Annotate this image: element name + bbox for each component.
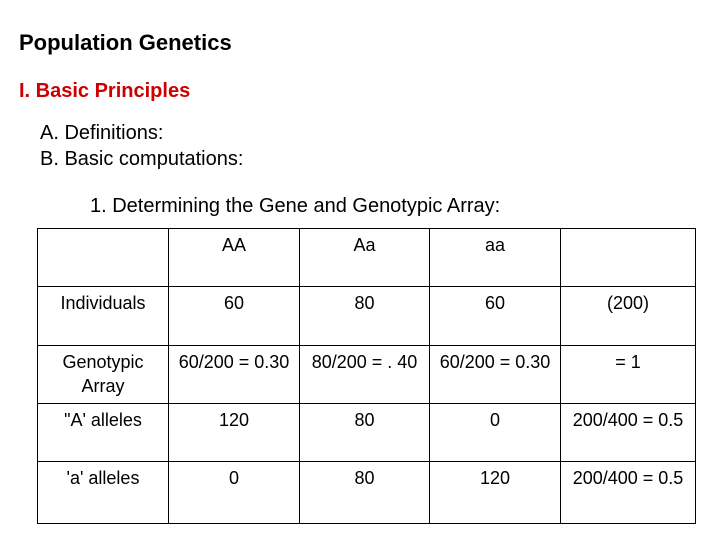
subheading-gene-array: 1. Determining the Gene and Genotypic Ar… [90, 195, 501, 217]
table-cell: = 1 [560, 345, 696, 404]
header-cell-aa: aa [429, 228, 561, 287]
table-cell: 0 [168, 461, 300, 524]
table-cell: 60/200 = 0.30 [429, 345, 561, 404]
table-cell: 120 [429, 461, 561, 524]
gene-array-table: AA Aa aa Individuals 60 80 60 (200) Geno… [37, 228, 696, 524]
table-cell: 60 [429, 286, 561, 346]
table-cell: 60/200 = 0.30 [168, 345, 300, 404]
subsection-computations: B. Basic computations: [40, 148, 244, 170]
table-row-A-alleles: "A' alleles 120 80 0 200/400 = 0.5 [37, 403, 696, 462]
page-title: Population Genetics [19, 30, 232, 55]
header-cell-AA: AA [168, 228, 300, 287]
header-cell-total [560, 228, 696, 287]
table-cell: (200) [560, 286, 696, 346]
header-cell-Aa: Aa [299, 228, 430, 287]
table-cell: 0 [429, 403, 561, 462]
table-row-a-alleles: 'a' alleles 0 80 120 200/400 = 0.5 [37, 461, 696, 524]
row-label: Individuals [37, 286, 169, 346]
row-label: "A' alleles [37, 403, 169, 462]
table-row-genotypic-array: Genotypic Array 60/200 = 0.30 80/200 = .… [37, 345, 696, 404]
table-cell: 200/400 = 0.5 [560, 403, 696, 462]
section-heading: I. Basic Principles [19, 80, 191, 102]
row-label: Genotypic Array [37, 345, 169, 404]
table-cell: 120 [168, 403, 300, 462]
row-label: 'a' alleles [37, 461, 169, 524]
table-header-row: AA Aa aa [37, 228, 696, 287]
header-cell-empty [37, 228, 169, 287]
table-row-individuals: Individuals 60 80 60 (200) [37, 286, 696, 346]
table-cell: 80/200 = . 40 [299, 345, 430, 404]
table-cell: 80 [299, 461, 430, 524]
table-cell: 80 [299, 403, 430, 462]
table-cell: 80 [299, 286, 430, 346]
table-cell: 60 [168, 286, 300, 346]
subsection-definitions: A. Definitions: [40, 122, 164, 144]
table-cell: 200/400 = 0.5 [560, 461, 696, 524]
